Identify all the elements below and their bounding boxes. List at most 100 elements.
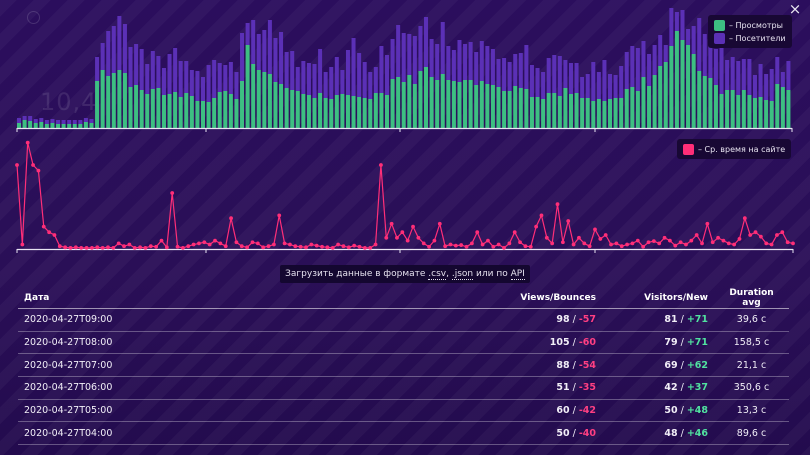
avg-time-point[interactable] [571, 242, 576, 247]
table-row[interactable]: 2020-04-27T09:00 98 / -57 81 / +71 39,6 с [18, 308, 789, 332]
bar-visitors[interactable] [669, 8, 674, 46]
bar-views[interactable] [95, 81, 100, 128]
avg-time-point[interactable] [657, 241, 662, 246]
avg-time-point[interactable] [678, 240, 683, 245]
bar-views[interactable] [429, 77, 434, 128]
avg-time-point[interactable] [577, 235, 581, 240]
bar-views[interactable] [418, 71, 423, 128]
legend-item-visitors[interactable]: – Посетители [714, 32, 786, 45]
avg-time-point[interactable] [555, 202, 560, 207]
avg-time-point[interactable] [218, 241, 223, 246]
avg-time-point[interactable] [100, 245, 105, 250]
bar-visitors[interactable] [585, 74, 590, 98]
bar-visitors[interactable] [747, 59, 752, 95]
avg-time-point[interactable] [668, 238, 672, 243]
bar-visitors[interactable] [479, 41, 484, 81]
avg-time-point[interactable] [79, 245, 84, 250]
bar-visitors[interactable] [686, 29, 691, 45]
bar-visitors[interactable] [161, 68, 166, 95]
avg-time-point[interactable] [389, 221, 394, 226]
avg-time-point[interactable] [700, 241, 704, 246]
bar-views[interactable] [245, 45, 250, 128]
bar-visitors[interactable] [730, 57, 735, 90]
avg-time-point[interactable] [73, 245, 78, 250]
avg-time-point[interactable] [411, 224, 415, 229]
bar-visitors[interactable] [602, 60, 607, 101]
bar-views[interactable] [150, 89, 155, 128]
bar-visitors[interactable] [195, 71, 200, 101]
avg-time-point[interactable] [266, 244, 271, 249]
bar-visitors[interactable] [446, 46, 451, 80]
bar-views[interactable] [89, 123, 94, 128]
bar-visitors[interactable] [390, 39, 395, 79]
avg-time-point[interactable] [379, 163, 383, 167]
bar-views[interactable] [67, 124, 72, 128]
bar-views[interactable] [557, 96, 562, 128]
bar-views[interactable] [212, 98, 217, 128]
bar-visitors[interactable] [50, 119, 55, 123]
avg-time-point[interactable] [689, 238, 694, 243]
bar-visitors[interactable] [312, 64, 317, 98]
bar-visitors[interactable] [647, 54, 652, 86]
bar-views[interactable] [624, 89, 629, 128]
bar-visitors[interactable] [100, 43, 105, 70]
bar-visitors[interactable] [624, 52, 629, 89]
avg-time-point[interactable] [694, 233, 699, 237]
bar-views[interactable] [786, 90, 791, 128]
bar-views[interactable] [145, 94, 150, 128]
avg-time-point[interactable] [234, 240, 239, 245]
avg-time-point[interactable] [630, 241, 635, 246]
avg-time-point[interactable] [635, 238, 640, 243]
bar-visitors[interactable] [652, 45, 657, 75]
bar-views[interactable] [357, 97, 362, 128]
avg-time-point[interactable] [662, 235, 667, 240]
avg-time-point[interactable] [304, 245, 308, 250]
avg-time-point[interactable] [710, 240, 715, 245]
avg-time-point[interactable] [528, 244, 533, 249]
bar-views[interactable] [61, 124, 66, 128]
bar-visitors[interactable] [596, 72, 601, 99]
avg-time-point[interactable] [36, 168, 41, 173]
bar-visitors[interactable] [474, 52, 479, 85]
avg-time-point[interactable] [486, 238, 490, 243]
bar-visitors[interactable] [240, 33, 245, 81]
avg-time-point[interactable] [518, 240, 522, 245]
bar-views[interactable] [635, 91, 640, 128]
bar-views[interactable] [529, 97, 534, 128]
legend-item-views[interactable]: – Просмотры [714, 19, 786, 32]
avg-time-point[interactable] [507, 241, 512, 246]
avg-time-point[interactable] [453, 243, 458, 248]
avg-time-point[interactable] [352, 243, 357, 248]
avg-time-point[interactable] [780, 230, 785, 235]
bar-visitors[interactable] [691, 26, 696, 54]
bar-views[interactable] [674, 31, 679, 128]
bar-visitors[interactable] [580, 77, 585, 98]
avg-time-point[interactable] [255, 241, 260, 246]
avg-time-point[interactable] [764, 241, 769, 246]
avg-time-point[interactable] [111, 245, 116, 250]
bar-views[interactable] [608, 99, 613, 128]
avg-time-point[interactable] [384, 235, 389, 240]
avg-time-point[interactable] [116, 241, 121, 246]
bar-visitors[interactable] [674, 12, 679, 31]
bar-visitors[interactable] [301, 61, 306, 94]
avg-time-point[interactable] [63, 245, 68, 250]
bar-views[interactable] [652, 75, 657, 128]
avg-time-point[interactable] [170, 191, 175, 195]
avg-time-point[interactable] [416, 235, 421, 240]
avg-time-point[interactable] [775, 233, 779, 237]
bar-visitors[interactable] [122, 24, 127, 73]
bar-views[interactable] [713, 85, 718, 128]
bar-visitors[interactable] [780, 72, 785, 87]
bar-visitors[interactable] [451, 50, 456, 81]
export-csv-link[interactable]: .csv [428, 269, 447, 280]
bar-views[interactable] [541, 99, 546, 128]
bar-visitors[interactable] [217, 63, 222, 92]
avg-time-point[interactable] [726, 241, 731, 246]
avg-time-point[interactable] [475, 230, 480, 235]
bar-views[interactable] [401, 82, 406, 128]
bar-visitors[interactable] [485, 46, 490, 84]
bar-views[interactable] [630, 87, 635, 128]
bar-views[interactable] [769, 101, 774, 128]
avg-time-point[interactable] [791, 241, 795, 246]
